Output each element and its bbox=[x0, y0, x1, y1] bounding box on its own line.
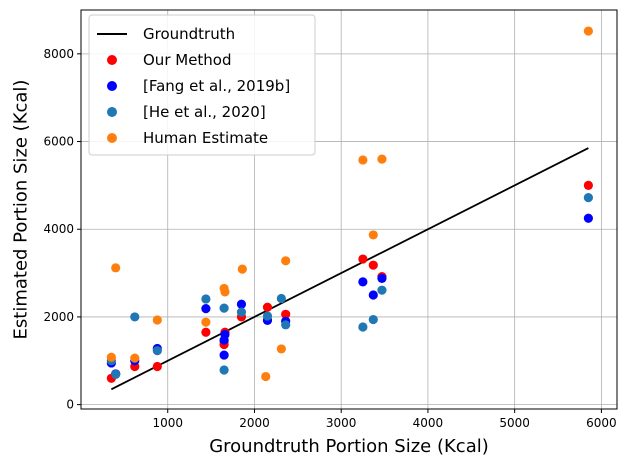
plot-frame bbox=[80, 9, 618, 410]
scatter-point-our-method bbox=[583, 180, 593, 190]
legend-swatch-human bbox=[107, 133, 117, 143]
scatter-point-human-estimate bbox=[111, 263, 121, 273]
y-tick-label: 0 bbox=[66, 398, 74, 412]
x-tick-label: 1000 bbox=[152, 416, 183, 430]
scatter-point-he-et-al-2020 bbox=[276, 293, 286, 304]
scatter-point-human-estimate bbox=[358, 155, 368, 165]
scatter-point-human-estimate bbox=[583, 26, 593, 36]
scatter-point-he-et-al-2020 bbox=[368, 314, 378, 325]
scatter-point-human-estimate bbox=[130, 353, 140, 363]
scatter-point-fang-et-al-2019b bbox=[220, 329, 230, 340]
scatter-point-he-et-al-2020 bbox=[201, 294, 211, 304]
y-axis-label: Estimated Portion Size (Kcal) bbox=[11, 80, 32, 340]
x-tick-label: 6000 bbox=[586, 416, 617, 430]
scatter-point-human-estimate bbox=[220, 287, 230, 297]
x-tick-label: 3000 bbox=[326, 416, 357, 430]
x-tick-label: 2000 bbox=[239, 416, 270, 430]
scatter-point-human-estimate bbox=[106, 352, 116, 362]
legend-label-our-method: Our Method bbox=[143, 51, 232, 69]
scatter-point-human-estimate bbox=[201, 317, 211, 327]
scatter-point-fang-et-al-2019b bbox=[358, 277, 368, 287]
scatter-point-human-estimate bbox=[237, 264, 247, 274]
scatter-point-our-method bbox=[201, 327, 211, 337]
scatter-point-he-et-al-2020 bbox=[583, 193, 593, 203]
scatter-point-he-et-al-2020 bbox=[130, 312, 140, 322]
scatter-point-our-method bbox=[358, 254, 368, 264]
scatter-point-human-estimate bbox=[368, 230, 378, 240]
groundtruth-line bbox=[110, 147, 589, 391]
scatter-point-fang-et-al-2019b bbox=[377, 273, 387, 283]
legend-swatch-our-method bbox=[107, 55, 117, 65]
scatter-point-fang-et-al-2019b bbox=[201, 303, 211, 314]
x-tick-label: 4000 bbox=[413, 416, 444, 430]
axis-ticks: 1000 2000 3000 4000 5000 6000 0 2000 4000 6000 800… bbox=[43, 47, 616, 430]
scatter-point-our-method bbox=[368, 260, 378, 270]
scatter-point-he-et-al-2020 bbox=[358, 322, 368, 332]
legend-label-human: Human Estimate bbox=[143, 129, 268, 147]
scatter-point-he-et-al-2020 bbox=[236, 307, 247, 317]
scatter-point-human-estimate bbox=[261, 371, 271, 382]
scatter-point-he-et-al-2020 bbox=[219, 303, 229, 313]
y-tick-label: 6000 bbox=[43, 135, 74, 149]
scatter-point-fang-et-al-2019b bbox=[583, 213, 593, 223]
legend-box bbox=[88, 14, 316, 156]
scatter-point-our-method bbox=[152, 361, 162, 372]
legend-label-fang: [Fang et al., 2019b] bbox=[143, 77, 290, 95]
scatter-point-our-method bbox=[262, 302, 273, 312]
scatter-point-he-et-al-2020 bbox=[377, 285, 387, 295]
legend-swatch-fang bbox=[107, 81, 117, 91]
x-axis-label: Groundtruth Portion Size (Kcal) bbox=[209, 436, 489, 457]
scatter-point-fang-et-al-2019b bbox=[236, 299, 247, 309]
x-tick-label: 5000 bbox=[499, 416, 530, 430]
scatter-point-he-et-al-2020 bbox=[111, 369, 121, 379]
scatter-point-he-et-al-2020 bbox=[262, 311, 273, 321]
legend: Groundtruth Our Method [Fang et al., 201… bbox=[88, 14, 316, 156]
scatter-point-human-estimate bbox=[276, 344, 286, 354]
scatter-point-he-et-al-2020 bbox=[219, 365, 229, 375]
plot-area bbox=[106, 26, 593, 391]
scatter-point-human-estimate bbox=[281, 256, 291, 266]
scatter-point-our-method bbox=[281, 309, 291, 319]
grid bbox=[81, 10, 617, 409]
y-tick-label: 4000 bbox=[43, 222, 74, 236]
scatter-point-fang-et-al-2019b bbox=[368, 290, 378, 300]
scatter-point-he-et-al-2020 bbox=[281, 320, 291, 330]
y-tick-label: 2000 bbox=[43, 310, 74, 324]
legend-label-he: [He et al., 2020] bbox=[143, 103, 266, 121]
scatter-point-human-estimate bbox=[152, 315, 162, 325]
scatter-point-fang-et-al-2019b bbox=[219, 350, 229, 360]
scatter-point-human-estimate bbox=[377, 154, 387, 164]
scatter-point-he-et-al-2020 bbox=[152, 346, 162, 356]
legend-swatch-he bbox=[107, 107, 117, 117]
legend-label-groundtruth: Groundtruth bbox=[143, 25, 235, 43]
y-tick-label: 8000 bbox=[43, 47, 74, 61]
